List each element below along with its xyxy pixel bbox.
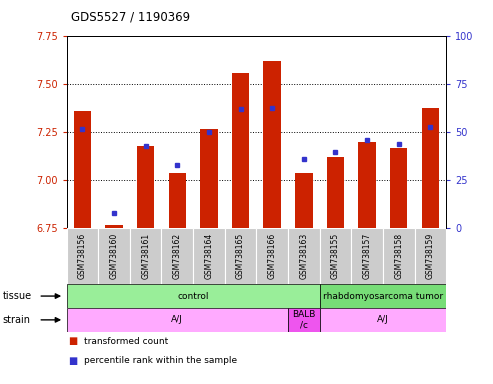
Bar	[67, 228, 98, 284]
Text: GSM738161: GSM738161	[141, 232, 150, 278]
Bar	[422, 108, 439, 228]
Text: percentile rank within the sample: percentile rank within the sample	[84, 356, 237, 365]
Text: GSM738158: GSM738158	[394, 232, 403, 278]
Bar	[232, 73, 249, 228]
Text: GSM738156: GSM738156	[78, 232, 87, 279]
Text: GSM738159: GSM738159	[426, 232, 435, 279]
Bar	[169, 173, 186, 228]
Text: GSM738160: GSM738160	[109, 232, 118, 279]
Bar	[295, 173, 313, 228]
Bar	[67, 308, 288, 332]
Bar	[352, 228, 383, 284]
Bar	[161, 228, 193, 284]
Text: ■: ■	[69, 336, 81, 346]
Bar	[200, 129, 217, 228]
Bar	[67, 284, 319, 308]
Bar	[390, 148, 407, 228]
Text: GSM738163: GSM738163	[299, 232, 308, 279]
Bar	[98, 228, 130, 284]
Text: control: control	[177, 291, 209, 301]
Bar	[73, 111, 91, 228]
Bar	[288, 308, 319, 332]
Text: A/J: A/J	[172, 315, 183, 324]
Text: A/J: A/J	[377, 315, 389, 324]
Bar	[358, 142, 376, 228]
Text: rhabdomyosarcoma tumor: rhabdomyosarcoma tumor	[323, 291, 443, 301]
Text: BALB
/c: BALB /c	[292, 310, 316, 329]
Bar	[263, 61, 281, 228]
Bar	[415, 228, 446, 284]
Bar	[193, 228, 225, 284]
Bar	[130, 228, 161, 284]
Text: transformed count: transformed count	[84, 337, 168, 346]
Bar	[319, 308, 446, 332]
Text: GSM738155: GSM738155	[331, 232, 340, 279]
Text: GSM738162: GSM738162	[173, 232, 182, 278]
Text: GDS5527 / 1190369: GDS5527 / 1190369	[71, 10, 191, 23]
Bar	[137, 146, 154, 228]
Text: ■: ■	[69, 356, 81, 366]
Bar	[288, 228, 319, 284]
Bar	[256, 228, 288, 284]
Text: GSM738165: GSM738165	[236, 232, 245, 279]
Text: tissue: tissue	[2, 291, 32, 301]
Bar	[225, 228, 256, 284]
Bar	[383, 228, 415, 284]
Bar	[319, 228, 351, 284]
Text: GSM738166: GSM738166	[268, 232, 277, 279]
Bar	[106, 225, 123, 228]
Text: GSM738157: GSM738157	[362, 232, 372, 279]
Bar	[327, 157, 344, 228]
Text: GSM738164: GSM738164	[205, 232, 213, 279]
Text: strain: strain	[2, 315, 31, 325]
Bar	[319, 284, 446, 308]
